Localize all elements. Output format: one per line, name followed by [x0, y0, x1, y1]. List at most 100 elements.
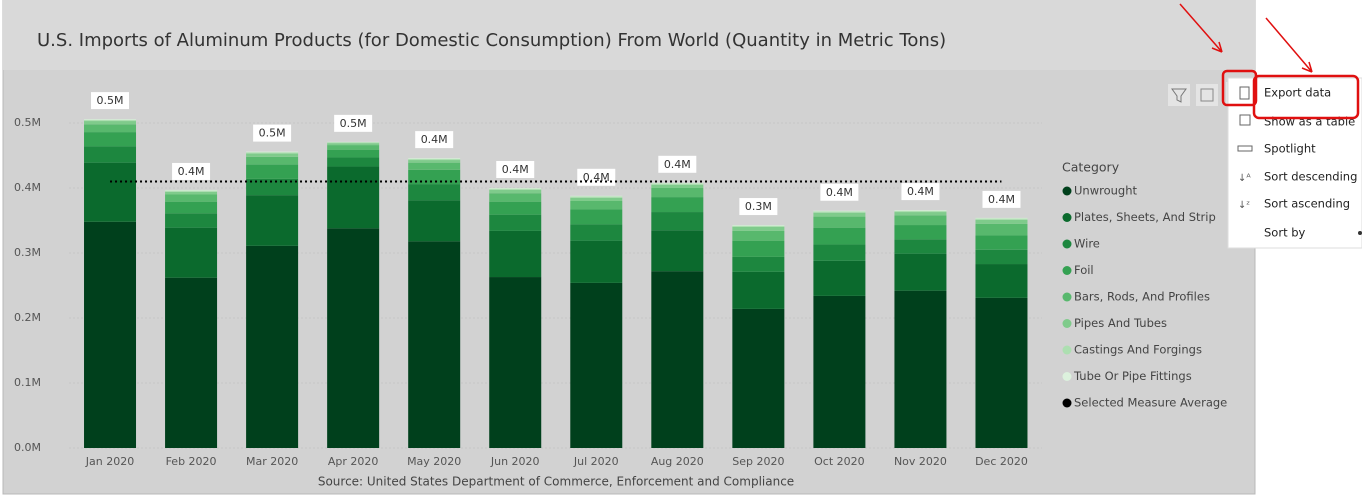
bar-segment: [732, 225, 785, 226]
bar-segment: [732, 225, 785, 227]
bar-segment: [84, 119, 137, 120]
bar-segment: [570, 196, 623, 198]
bar-segment: [165, 213, 218, 228]
title-band: [3, 0, 1255, 70]
bar-segment: [813, 216, 866, 228]
bar-segment: [246, 245, 299, 448]
bar-segment: [84, 119, 137, 122]
bar-segment: [84, 221, 137, 448]
bar-segment: [489, 189, 542, 194]
bar-segment: [408, 241, 461, 448]
y-tick-label: 0.3M: [14, 246, 41, 259]
bar-segment: [894, 253, 947, 291]
focus-button[interactable]: [1196, 84, 1218, 106]
bar-segment: [570, 195, 623, 197]
menu-item[interactable]: Sort by: [1264, 226, 1306, 240]
bar-segment: [327, 228, 380, 448]
bar-segment: [408, 184, 461, 201]
x-tick-label: Jun 2020: [490, 455, 540, 468]
bar-segment: [651, 230, 704, 272]
filter-icon[interactable]: [1168, 84, 1190, 106]
bar-segment: [732, 308, 785, 448]
arrow: [1265, 17, 1313, 73]
bar-segment: [246, 178, 299, 196]
data-label: 0.4M: [907, 185, 934, 198]
legend-title: Category: [1062, 160, 1120, 175]
bar-segment: [732, 271, 785, 309]
menu-item[interactable]: Show as a table: [1264, 115, 1355, 129]
data-label-box: [91, 92, 130, 110]
bar-segment: [408, 200, 461, 242]
data-label: 0.4M: [178, 165, 205, 178]
bar-segment: [813, 212, 866, 217]
data-label: 0.4M: [826, 186, 853, 199]
focus-icon[interactable]: [1196, 84, 1218, 106]
menu-item[interactable]: Spotlight: [1264, 142, 1316, 156]
x-tick-label: May 2020: [407, 455, 461, 468]
menu-icon: [1239, 86, 1250, 100]
bar-segment: [489, 201, 542, 215]
submenu-indicator: [1358, 231, 1362, 235]
bar-segment: [165, 189, 218, 191]
data-label-box: [253, 124, 292, 142]
legend-marker: [1062, 239, 1072, 249]
legend-marker: [1062, 292, 1072, 302]
menu-panel: [1227, 77, 1362, 249]
x-tick-label: Apr 2020: [328, 455, 379, 468]
bar-segment: [408, 162, 461, 170]
bar-segment: [732, 227, 785, 231]
data-label: 0.4M: [502, 163, 529, 176]
bar-segment: [84, 146, 137, 163]
bar-segment: [732, 230, 785, 241]
bar-segment: [894, 225, 947, 240]
bar-segment: [732, 256, 785, 272]
bar-segment: [813, 295, 866, 448]
data-label: 0.4M: [664, 158, 691, 171]
legend-marker: [1062, 398, 1072, 408]
context-menu: ↓ᴬ ↓ᶻ Export data Show as a table Spotligh…: [1227, 77, 1362, 249]
data-label-box: [901, 183, 940, 201]
legend-label: Pipes And Tubes: [1074, 316, 1167, 330]
bar-segment: [165, 190, 218, 192]
bar-segment: [813, 260, 866, 296]
highlight-box: [1221, 69, 1258, 107]
bar-segment: [975, 297, 1028, 448]
bar-segment: [570, 224, 623, 241]
arrow: [1179, 3, 1223, 53]
bar-segment: [975, 249, 1028, 265]
source-note: Source: United States Department of Comm…: [318, 475, 794, 489]
data-label: 0.4M: [583, 171, 610, 184]
bar-segment: [813, 227, 866, 245]
bar-segment: [894, 212, 947, 216]
bar-segment: [894, 215, 947, 226]
menu-item[interactable]: Sort descending: [1264, 170, 1357, 184]
legend-label: Wire: [1074, 237, 1100, 251]
bar-segment: [489, 188, 542, 189]
focus-glyph: [1200, 88, 1214, 102]
data-label-box: [334, 114, 373, 132]
menu-item[interactable]: Sort ascending: [1264, 197, 1350, 211]
bar-segment: [894, 239, 947, 254]
bar-segment: [165, 191, 218, 195]
legend-label: Bars, Rods, And Profiles: [1074, 290, 1210, 304]
filter-glyph: [1171, 88, 1187, 103]
bar-segment: [489, 230, 542, 278]
data-label-box: [496, 161, 535, 178]
data-label-box: [172, 162, 211, 180]
x-tick-label: Feb 2020: [166, 455, 217, 468]
bar-segment: [570, 240, 623, 283]
bar-segment: [975, 217, 1028, 219]
menu-item[interactable]: Export data: [1264, 86, 1331, 100]
x-tick-label: Mar 2020: [246, 455, 298, 468]
legend-marker: [1062, 345, 1072, 355]
data-label: 0.4M: [988, 193, 1015, 206]
bar-segment: [975, 219, 1028, 224]
bar-segment: [84, 121, 137, 125]
filter-button[interactable]: [1168, 84, 1190, 106]
bar-segment: [570, 197, 623, 201]
bar-segment: [84, 124, 137, 133]
bar-segment: [408, 158, 461, 159]
bar-segment: [489, 277, 542, 448]
data-label-box: [415, 131, 454, 149]
